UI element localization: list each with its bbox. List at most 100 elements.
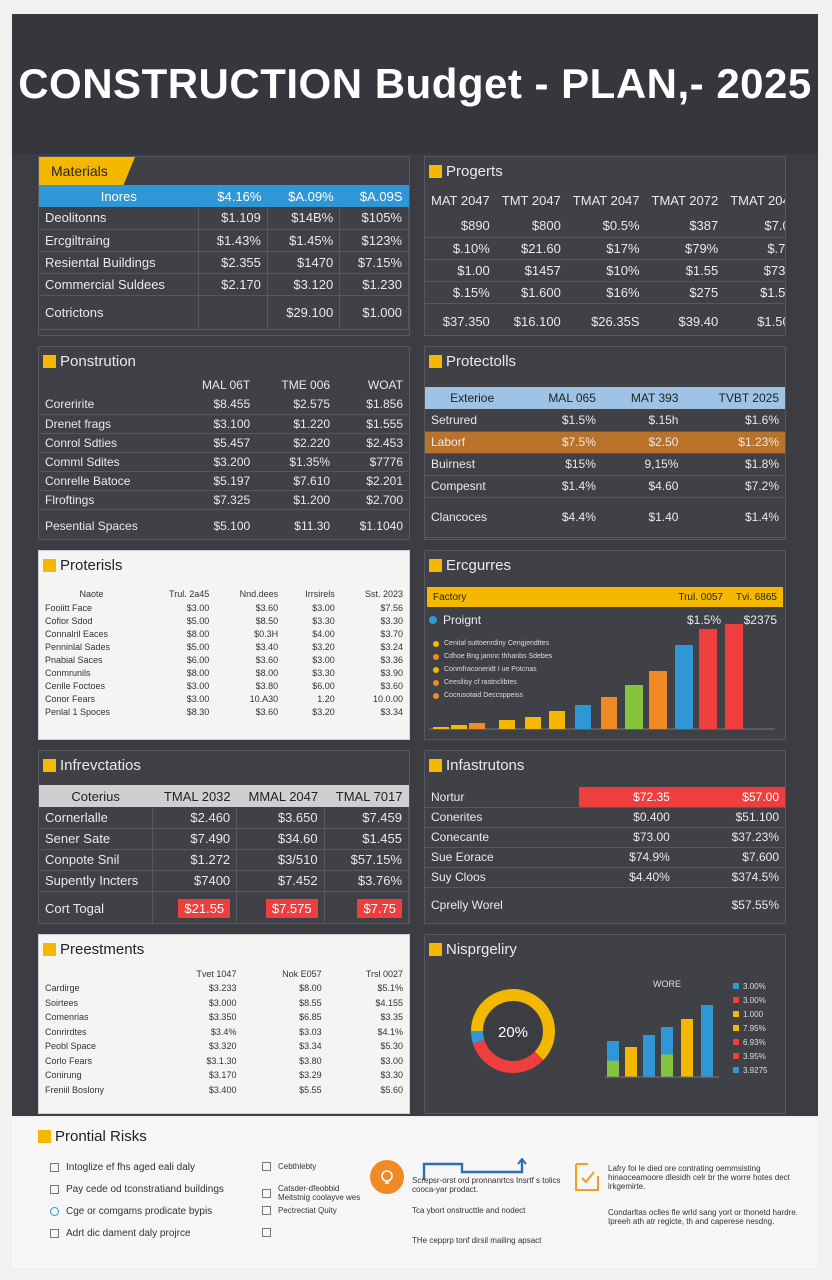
column-header: Trul. 2a45 (169, 589, 210, 599)
legend-dot-icon (433, 653, 439, 660)
table-row: Laborf $7.5% $2.50 $1.23% (425, 431, 785, 454)
checkbox[interactable] (50, 1229, 59, 1239)
table-cell: $3.00 (380, 1055, 403, 1066)
table-cell: Conerites (425, 807, 579, 828)
table-row: Sue Eorace $74.9% $7.600 (425, 847, 785, 868)
table-cell: $7400 (152, 870, 238, 892)
legend-label: Ceesilisy cf rastnclibtes (444, 679, 517, 686)
section-marker-icon (38, 1130, 51, 1143)
table-cell: $3.00 (186, 680, 210, 691)
chart-bar (549, 711, 565, 729)
risk-checkbox-item[interactable]: Adrt dic dament daly projrce (50, 1228, 260, 1240)
table-cell: $105% (339, 207, 409, 230)
document-check-icon (575, 1163, 599, 1191)
table-row: Conrol Sdties $5.457 $2.220 $2.453 (39, 433, 409, 453)
risk-checkbox-item[interactable]: Pectrectiat Quity (262, 1206, 362, 1216)
table-cell: $3.80 (255, 680, 279, 691)
table-cell: $3.000 (208, 997, 237, 1008)
table-cell: $1.00 (425, 259, 496, 282)
proterisls-table: Naote Trul. 2a45 Nnd.dees Irrsirels Sst. 202… (39, 587, 409, 718)
legend-label: Cenital suttoenrdiny Cengjendttes (444, 640, 550, 647)
table-cell: $800 (495, 215, 567, 238)
table-cell: $73.00 (579, 827, 676, 848)
column-header: Coterius (71, 788, 120, 804)
column-header: Naote (79, 589, 104, 599)
section-marker-icon (43, 558, 56, 572)
column-header (39, 375, 177, 395)
total-row: Cort Togal $21.55 $7.575 $7.75 (39, 891, 409, 923)
table-cell: $10% (566, 259, 646, 282)
table-cell: $2.201 (336, 471, 409, 491)
table-cell: $3.650 (236, 807, 325, 829)
chart-bar-segment (607, 1041, 619, 1061)
table-row: Nortur $72.35 $57.00 (425, 787, 785, 808)
table-cell: $5.00 (186, 641, 210, 652)
table-row: Penninlal Sades $5.00 $3.40 $3.20 $3.24 (39, 640, 409, 653)
risk-checkbox-item[interactable]: Pay cede od tconstratiand buildings (50, 1184, 260, 1196)
table-row: Compesnt $1.4% $4.60 $7.2% (425, 475, 785, 498)
total-cell: Pesential Spaces (39, 509, 177, 539)
table-cell: $3.120 (267, 273, 341, 296)
table-row: Coreririte $8.455 $2.575 $1.856 (39, 395, 409, 415)
legend-dot-icon (433, 692, 439, 699)
proignt-val-1: $1.5% (686, 613, 721, 627)
table-cell: $5.197 (176, 471, 257, 491)
column-header: Nok E057 (282, 969, 322, 979)
table-cell: Coreririte (39, 395, 177, 415)
total-cell: $37.350 (425, 303, 496, 335)
table-cell: Cardirge (45, 983, 80, 994)
legend-item: Cenital suttoenrdiny Cengjendttes (433, 637, 633, 650)
checkbox[interactable] (262, 1206, 271, 1216)
checkbox[interactable] (262, 1162, 271, 1172)
table-cell: $3.34 (380, 706, 403, 717)
table-cell: $5.457 (176, 433, 257, 453)
legend-swatch-icon (733, 997, 739, 1003)
risk-label: Condarltas oclles fle wrld sang yort or … (608, 1208, 798, 1227)
table-cell: $7.610 (256, 471, 337, 491)
donut-hole (484, 1002, 542, 1060)
risks-section: Prontial Risks Intoglize ef fhs aged eal… (12, 1118, 818, 1268)
checkbox[interactable] (262, 1228, 271, 1237)
risk-checkbox-item[interactable]: Cebthlebty (262, 1162, 362, 1172)
checkbox[interactable] (50, 1207, 59, 1217)
table-cell: Conmrunils (45, 667, 91, 678)
table-cell: $3.30 (380, 1070, 403, 1081)
column-header: Sst. 2023 (364, 589, 403, 599)
table-cell: $8.455 (176, 395, 257, 415)
table-cell: Penninlal Sades (45, 641, 111, 652)
ercgurres-title: Ercgurres (446, 556, 512, 574)
table-row: Setrured $1.5% $.15h $1.6% (425, 409, 785, 432)
legend-label: 3.9275 (743, 1065, 768, 1075)
table-cell: $374.5% (675, 867, 785, 888)
table-cell: Cornerlalle (39, 807, 153, 829)
chart-bar-segment (661, 1027, 673, 1055)
risk-checkbox-item[interactable] (262, 1228, 362, 1237)
table-cell: $275 (645, 281, 725, 304)
table-cell: $3.34 (299, 1041, 322, 1052)
checkbox[interactable] (262, 1188, 271, 1198)
table-cell: $1470 (267, 251, 341, 274)
total-cell: Cort Togal (39, 891, 153, 923)
risk-checkbox-item[interactable]: Cge or comgams prodicate bypis (50, 1206, 260, 1218)
table-cell: $1.8% (684, 453, 785, 476)
checkbox[interactable] (50, 1163, 59, 1173)
legend-label: 3.00% (743, 981, 766, 991)
table-cell: $3.80 (299, 1055, 322, 1066)
checkbox[interactable] (50, 1185, 59, 1195)
table-cell: Flroftings (39, 490, 177, 510)
chart-line-icon (422, 1158, 527, 1180)
table-cell: $5.00 (186, 615, 210, 626)
table-cell: $4.155 (375, 997, 403, 1008)
table-cell: $3.90 (380, 667, 403, 678)
table-cell: Conpote Snil (39, 849, 153, 871)
table-cell: $79% (645, 237, 725, 260)
risk-checkbox-item[interactable]: Catsder-dfeobbid Meitstnig coolayve wes (262, 1184, 362, 1202)
table-row: Soirtees $3.000 $8.55 $4.155 (39, 996, 409, 1011)
column-header: MAT 393 (630, 391, 679, 405)
table-cell: Suy Cloos (425, 867, 579, 888)
table-cell: $57.15% (324, 849, 409, 871)
risk-checkbox-item[interactable]: Intoglize ef fhs aged eali daly (50, 1162, 260, 1174)
table-cell: Penlal 1 Spoces (45, 706, 111, 717)
infastrutons-title: Infastrutons (446, 756, 525, 774)
total-cell (198, 295, 268, 330)
